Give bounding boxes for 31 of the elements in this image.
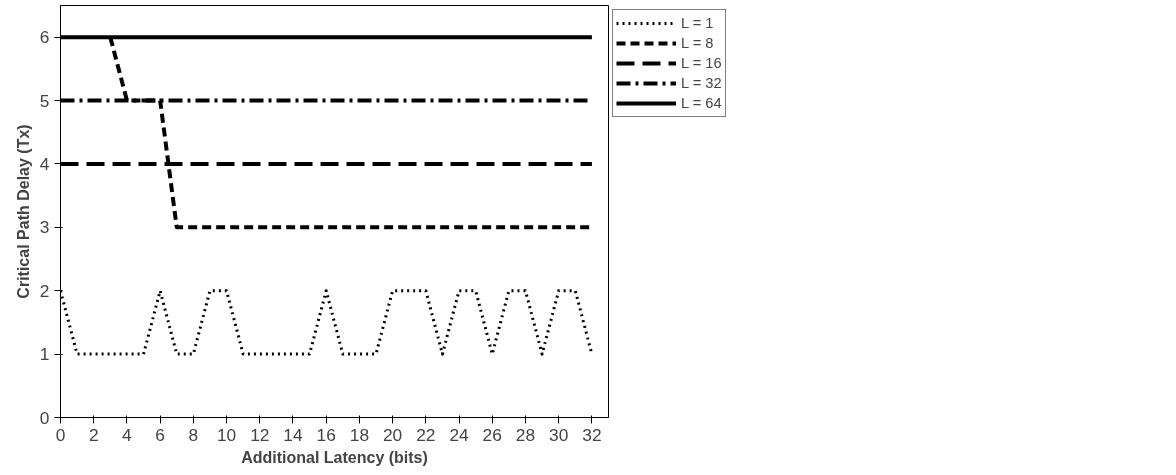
x-tick-label: 22: [416, 424, 436, 445]
x-tick-label: 30: [549, 424, 569, 445]
legend-label: L = 1: [681, 15, 714, 31]
y-tick-label: 4: [39, 153, 50, 174]
x-tick-label: 0: [55, 424, 66, 445]
x-tick-label: 12: [250, 424, 270, 445]
y-tick-label: 2: [39, 280, 50, 301]
legend-label: L = 64: [681, 95, 722, 111]
y-tick-label: 3: [39, 217, 50, 238]
legend-label: L = 8: [681, 35, 714, 51]
y-tick-label: 5: [39, 90, 50, 111]
x-tick-label: 14: [283, 424, 303, 445]
x-tick-label: 32: [582, 424, 602, 445]
legend-label: L = 32: [681, 75, 722, 91]
y-axis-title: Critical Path Delay (Tx): [14, 124, 32, 299]
x-tick-label: 2: [88, 424, 99, 445]
x-tick-label: 28: [515, 424, 536, 445]
y-tick-label: 1: [39, 344, 50, 365]
x-tick-label: 16: [316, 424, 336, 445]
y-tick-label: 0: [39, 407, 50, 428]
legend-label: L = 16: [681, 55, 722, 71]
x-tick-label: 20: [382, 424, 403, 445]
x-tick-label: 18: [349, 424, 370, 445]
y-tick-label: 6: [39, 27, 50, 48]
x-tick-label: 6: [155, 424, 165, 445]
x-tick-label: 24: [449, 424, 470, 445]
x-axis-title: Additional Latency (bits): [241, 448, 428, 466]
x-tick-label: 4: [122, 424, 133, 445]
x-tick-label: 10: [216, 424, 237, 445]
x-tick-label: 8: [188, 424, 199, 445]
x-tick-label: 26: [482, 424, 502, 445]
